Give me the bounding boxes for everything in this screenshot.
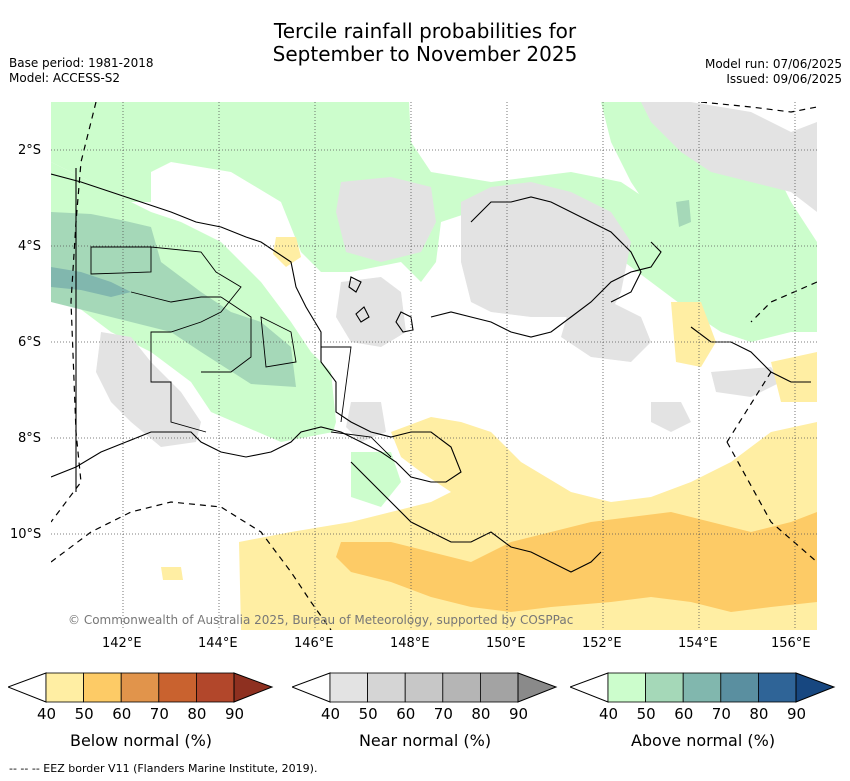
colorbar-tick-label: 90 — [787, 705, 807, 723]
colorbar-tick-label: 60 — [112, 705, 132, 723]
title-line-1: Tercile rainfall probabilities for — [273, 19, 577, 43]
lat-label-4s: 4°S — [18, 239, 42, 254]
colorbar-above-ticks: 40 50 60 70 80 90 — [599, 705, 806, 725]
lon-label-144e: 144°E — [198, 636, 238, 651]
colorbar-tick-label: 90 — [509, 705, 529, 723]
colorbar-tick-label: 50 — [358, 705, 378, 723]
colorbar-swatch — [404, 672, 444, 703]
colorbar-tick-label: 40 — [599, 705, 619, 723]
eez-footnote: -- -- -- EEZ border V11 (Flanders Marine… — [9, 762, 318, 775]
colorbar-swatch — [645, 672, 684, 703]
colorbar-swatch — [682, 672, 722, 703]
colorbar-near-label: Near normal (%) — [358, 731, 492, 750]
colorbar-above-normal — [570, 672, 836, 703]
colorbar-below-ticks: 40 50 60 70 80 90 — [37, 705, 244, 725]
colorbar-tick-label: 70 — [149, 705, 169, 723]
colorbar-above-swatches — [607, 672, 797, 703]
lat-label-2s: 2°S — [18, 143, 42, 158]
colorbar-below-swatches — [45, 672, 235, 703]
lon-label-148e: 148°E — [390, 636, 430, 651]
lon-label-156e: 156°E — [771, 636, 811, 651]
colorbar-swatch — [442, 672, 481, 703]
colorbar-swatch — [158, 672, 197, 703]
colorbar-tick-label: 60 — [674, 705, 694, 723]
lat-label-6s: 6°S — [18, 335, 42, 350]
colorbar-below-normal — [8, 672, 274, 703]
colorbar-swatch — [479, 672, 519, 703]
colorbar-swatch — [757, 672, 797, 703]
lon-label-154e: 154°E — [678, 636, 718, 651]
lon-label-152e: 152°E — [582, 636, 622, 651]
colorbar-swatch — [367, 672, 406, 703]
eez-borders — [51, 102, 817, 630]
coastlines — [51, 173, 811, 573]
colorbar-above-label: Above normal (%) — [630, 731, 776, 750]
colorbar-tick-label: 70 — [711, 705, 731, 723]
title-line-2: September to November 2025 — [272, 42, 578, 66]
copyright-notice: © Commonwealth of Australia 2025, Bureau… — [68, 613, 574, 627]
meta-left: Base period: 1981-2018 Model: ACCESS-S2 — [9, 56, 154, 86]
colorbar-tick-label: 60 — [396, 705, 416, 723]
colorbar-swatch — [329, 672, 368, 703]
above-normal-50 — [51, 200, 691, 387]
colorbar-tick-label: 80 — [749, 705, 769, 723]
meta-right: Model run: 07/06/2025 Issued: 09/06/2025 — [705, 57, 842, 87]
model-run: Model run: 07/06/2025 — [704, 57, 842, 71]
colorbar-tick-label: 80 — [187, 705, 207, 723]
model-name: Model: ACCESS-S2 — [9, 71, 121, 85]
lon-gridlines — [122, 102, 796, 630]
colorbar-tick-label: 40 — [321, 705, 341, 723]
lon-label-146e: 146°E — [294, 636, 334, 651]
colorbar-swatch — [720, 672, 759, 703]
colorbar-tick-label: 70 — [433, 705, 453, 723]
colorbar-near-normal — [292, 672, 558, 703]
base-period: Base period: 1981-2018 — [9, 56, 154, 70]
colorbar-swatch — [83, 672, 122, 703]
colorbar-tick-label: 80 — [471, 705, 491, 723]
colorbar-swatch — [120, 672, 160, 703]
province-borders — [90, 246, 392, 458]
colorbar-below-label: Below normal (%) — [69, 731, 213, 750]
lon-label-142e: 142°E — [102, 636, 142, 651]
colorbar-tick-label: 40 — [37, 705, 57, 723]
colorbar-swatch — [45, 672, 84, 703]
map-title: Tercile rainfall probabilities for Septe… — [0, 20, 850, 66]
below-normal-50 — [336, 512, 817, 612]
colorbar-tick-label: 90 — [225, 705, 245, 723]
lat-label-8s: 8°S — [18, 431, 42, 446]
colorbar-tick-label: 50 — [74, 705, 94, 723]
colorbar-near-swatches — [329, 672, 519, 703]
colorbar-near-ticks: 40 50 60 70 80 90 — [321, 705, 528, 725]
lat-label-10s: 10°S — [10, 527, 42, 542]
rainfall-map — [51, 102, 817, 630]
issued-date: Issued: 09/06/2025 — [726, 72, 842, 86]
lon-label-150e: 150°E — [486, 636, 526, 651]
above-normal-60 — [51, 267, 131, 297]
colorbar-swatch — [195, 672, 235, 703]
colorbar-swatch — [607, 672, 646, 703]
colorbar-tick-label: 50 — [636, 705, 656, 723]
